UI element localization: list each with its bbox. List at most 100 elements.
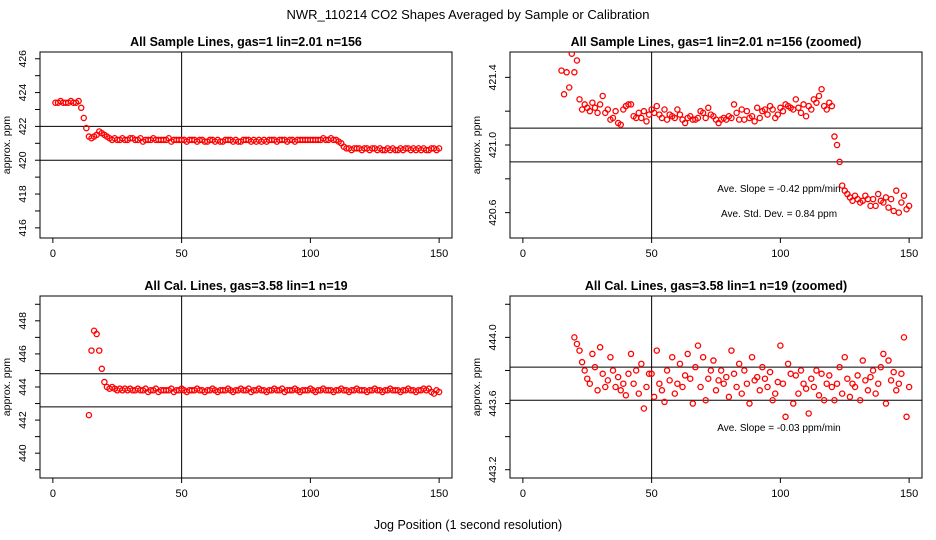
data-point — [733, 383, 740, 391]
x-tick-label: 150 — [900, 488, 918, 500]
data-point — [743, 380, 751, 387]
data-point — [645, 370, 653, 378]
data-point — [594, 387, 601, 394]
x-tick-label: 0 — [520, 488, 526, 500]
data-point — [748, 113, 756, 120]
data-point — [867, 373, 874, 381]
data-point — [813, 99, 820, 106]
y-tick-label: 444 — [17, 378, 29, 396]
plot-frame — [509, 51, 923, 239]
data-point — [617, 387, 624, 394]
data-point — [805, 410, 812, 417]
y-tick-label: 418 — [17, 185, 29, 203]
y-tick-label: 426 — [17, 50, 29, 68]
data-point — [93, 330, 100, 338]
data-point — [880, 350, 887, 358]
data-point — [571, 334, 578, 341]
x-tick-label: 50 — [176, 248, 188, 260]
figure-xlabel: Jog Position (1 second resolution) — [374, 518, 562, 532]
data-point — [705, 375, 712, 382]
annotation-text: Ave. Slope = -0.03 ppm/min — [717, 423, 841, 434]
data-point — [88, 347, 95, 354]
data-point — [895, 209, 903, 216]
data-point — [571, 69, 578, 76]
data-point — [769, 396, 776, 404]
data-point — [833, 141, 841, 149]
data-point — [573, 57, 581, 64]
data-point — [568, 52, 576, 57]
chart-panel-4: All Cal. Lines, gas=3.58 lin=1 n=19 (zoo… — [471, 279, 923, 500]
data-point — [697, 383, 704, 391]
x-tick-label: 0 — [50, 488, 56, 500]
data-point — [787, 370, 794, 378]
data-point — [826, 372, 833, 379]
data-point — [648, 370, 655, 378]
data-point — [815, 92, 823, 100]
data-point — [681, 119, 689, 127]
data-point — [663, 367, 671, 374]
chart-panel-1: All Sample Lines, gas=1 lin=2.01 n=156 ap… — [1, 35, 453, 260]
data-point — [813, 367, 820, 374]
data-point — [818, 370, 825, 378]
data-point — [808, 106, 815, 113]
data-point — [712, 387, 720, 394]
data-point — [828, 383, 836, 391]
data-point — [617, 121, 624, 128]
data-point — [630, 380, 637, 387]
data-point — [586, 107, 594, 115]
data-point — [77, 104, 85, 112]
data-point — [838, 182, 846, 189]
data-point — [880, 199, 887, 206]
data-point — [599, 92, 606, 100]
data-point — [638, 114, 645, 122]
data-point — [797, 109, 805, 117]
data-points — [52, 97, 443, 154]
data-point — [898, 199, 905, 206]
data-point — [676, 360, 684, 368]
data-point — [560, 91, 568, 98]
data-point — [702, 396, 709, 404]
y-tick-label: 442 — [17, 411, 29, 429]
data-point — [85, 411, 93, 419]
data-point — [784, 360, 792, 368]
data-point — [671, 114, 679, 122]
data-point — [831, 396, 838, 404]
data-point — [885, 204, 892, 211]
data-point — [699, 109, 707, 117]
data-point — [435, 388, 443, 396]
data-point — [779, 107, 787, 115]
data-point — [738, 390, 746, 397]
data-point — [792, 372, 800, 379]
plot-frame — [39, 51, 453, 239]
panels: All Sample Lines, gas=1 lin=2.01 n=156 ap… — [1, 35, 923, 500]
data-point — [882, 194, 890, 201]
data-point — [774, 111, 782, 118]
data-point — [905, 202, 913, 210]
data-point — [614, 373, 622, 381]
y-axis-label: approx. ppm — [471, 358, 483, 417]
data-point — [751, 118, 758, 125]
data-point — [645, 111, 653, 118]
data-point — [802, 113, 810, 120]
chart-title: All Cal. Lines, gas=3.58 lin=1 n=19 — [144, 279, 347, 293]
data-points — [571, 334, 913, 421]
data-point — [578, 358, 586, 366]
x-tick-label: 50 — [646, 488, 658, 500]
data-point — [854, 372, 861, 379]
data-point — [584, 375, 591, 382]
x-tick-label: 100 — [771, 248, 789, 260]
data-point — [864, 387, 872, 394]
data-point — [738, 106, 746, 113]
data-point — [80, 114, 88, 122]
data-point — [735, 360, 743, 368]
data-point — [872, 202, 879, 210]
data-point — [862, 377, 869, 384]
data-point — [435, 145, 443, 152]
data-point — [833, 380, 841, 387]
data-point — [893, 387, 900, 394]
y-axis-label: approx. ppm — [1, 116, 13, 175]
data-point — [589, 350, 596, 358]
data-point — [851, 383, 859, 391]
data-point — [903, 413, 910, 421]
x-tick-label: 150 — [900, 248, 918, 260]
